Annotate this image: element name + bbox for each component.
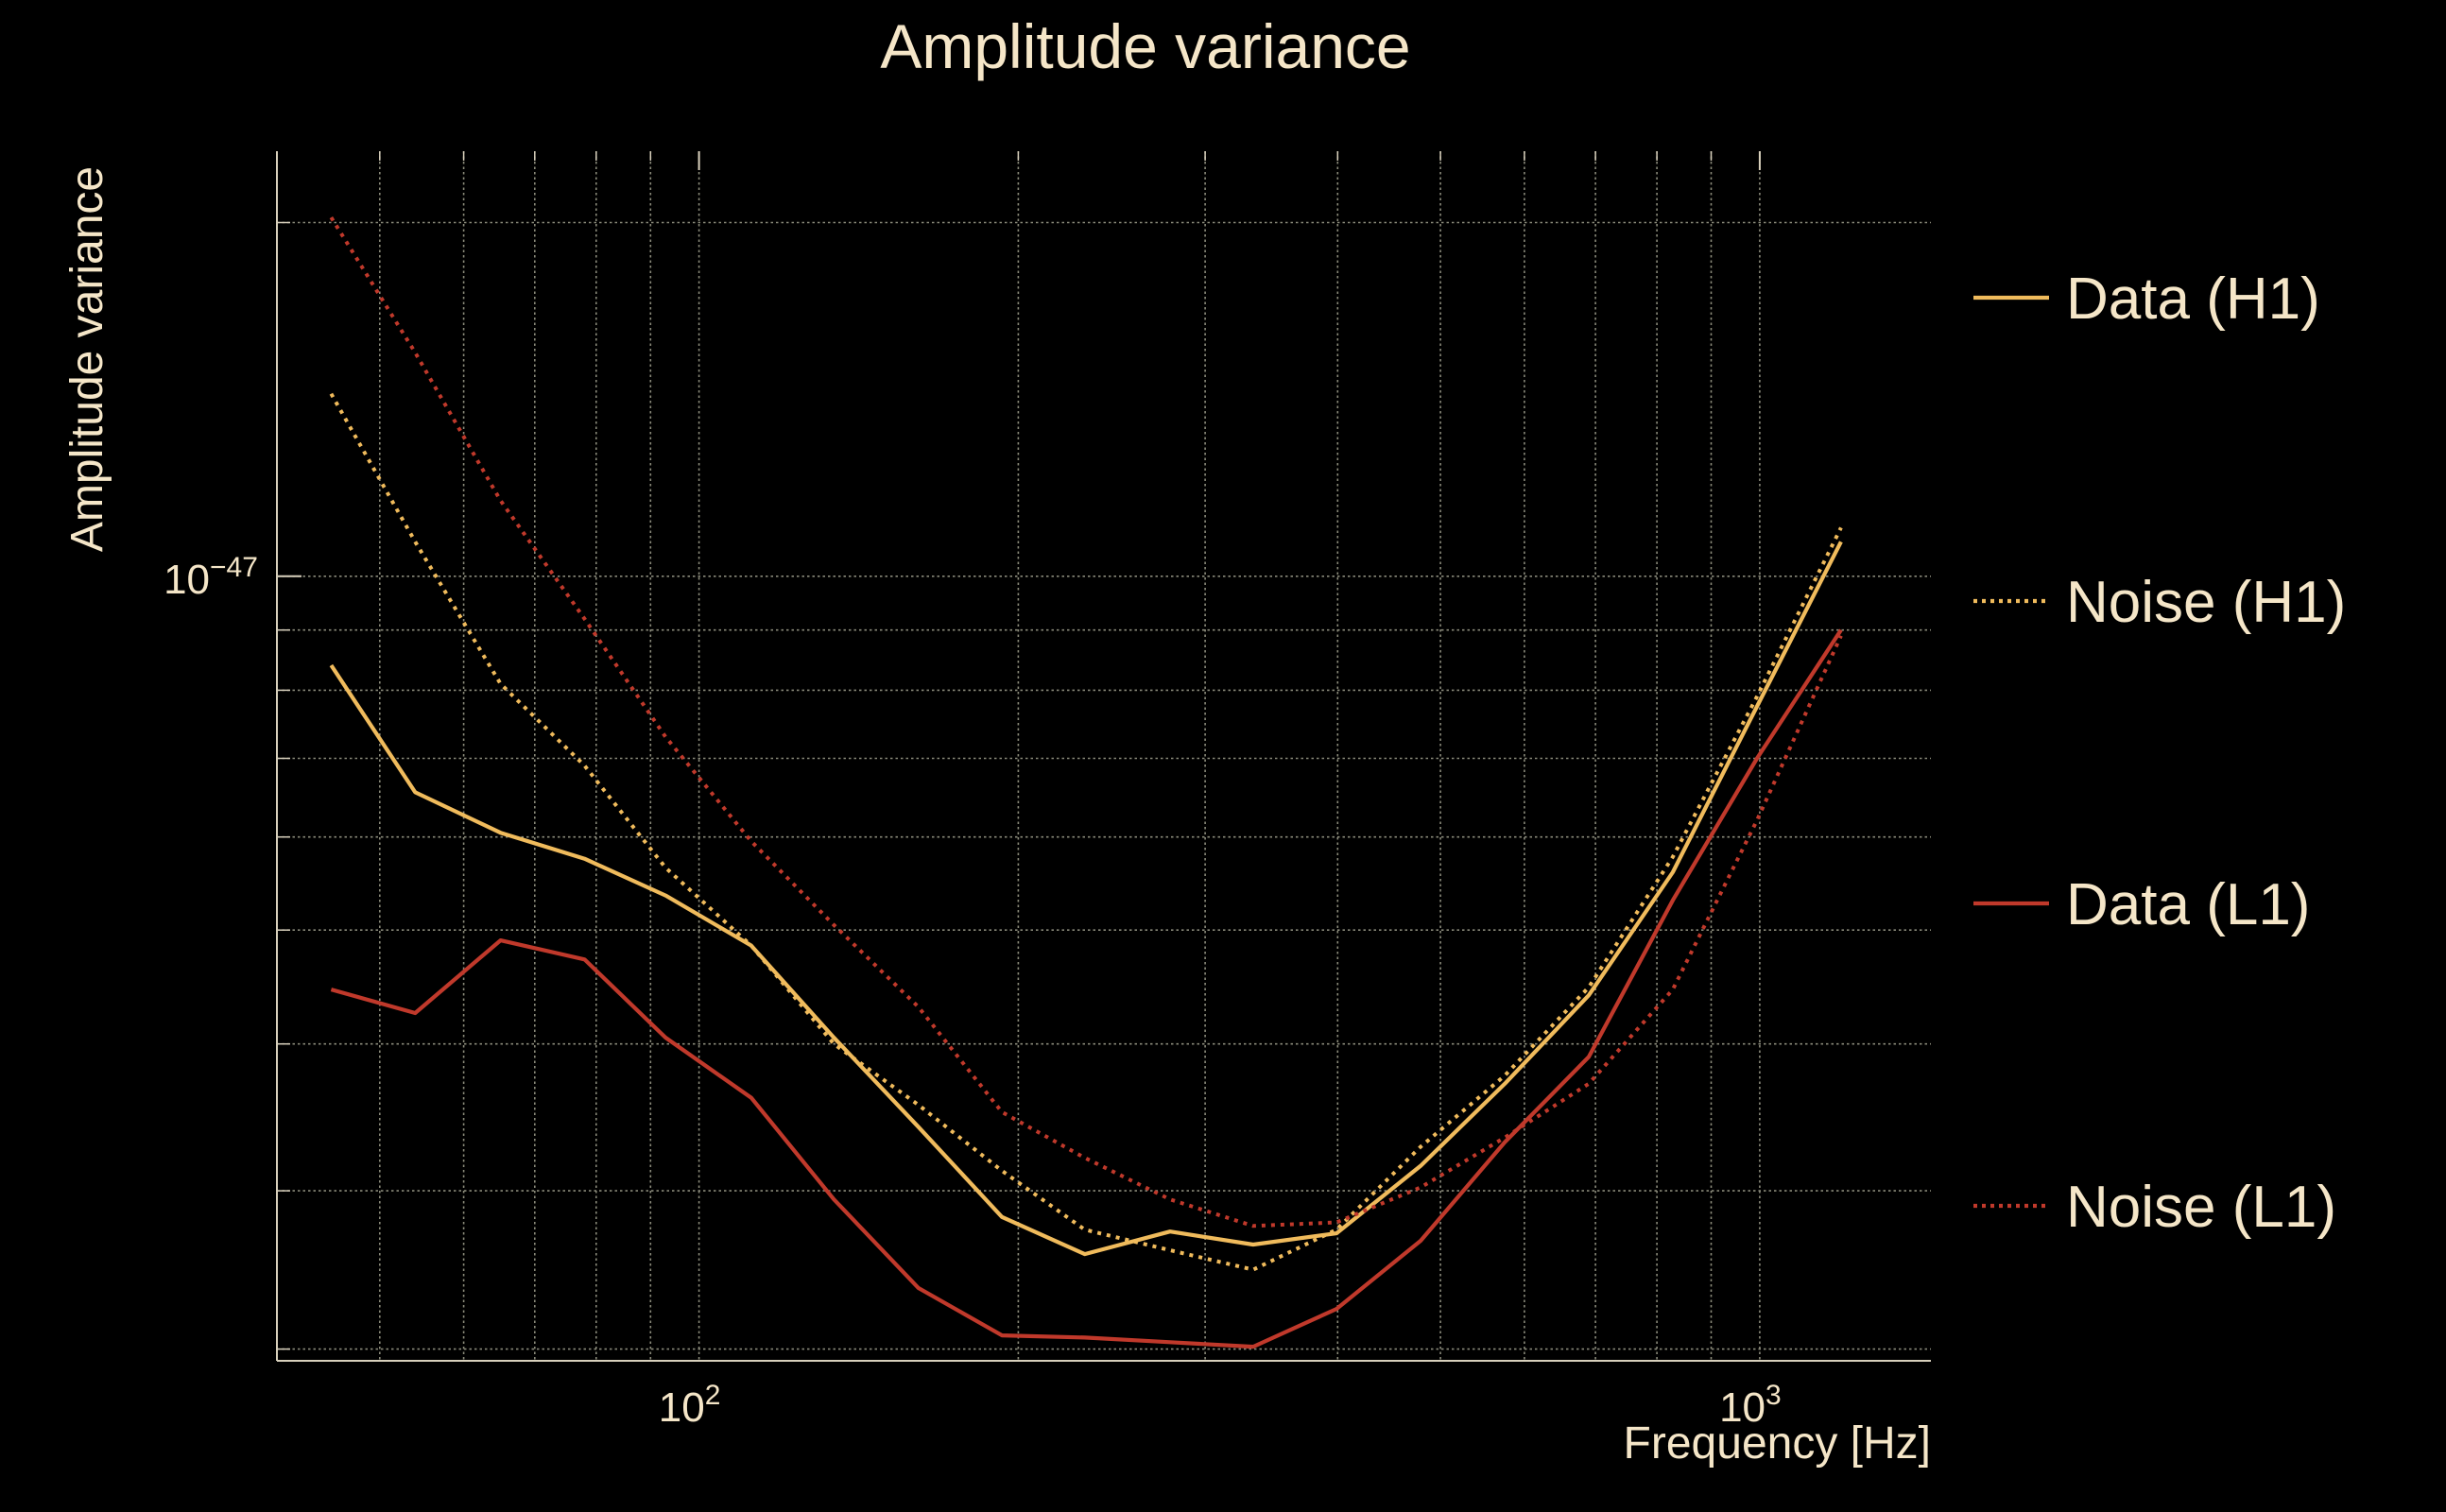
- y-axis-label: Amplitude variance: [62, 166, 112, 552]
- x-axis-label: Frequency [Hz]: [1624, 1418, 1931, 1469]
- grid-lines: [276, 151, 1931, 1361]
- axes: [276, 151, 1931, 1362]
- x-tick-label: 103: [1719, 1380, 1782, 1431]
- x-tick-label: 102: [659, 1380, 721, 1431]
- series-line-noise-h1: [329, 392, 1843, 1272]
- tick-labels: 102 103 10−47: [164, 552, 1782, 1431]
- y-tick-label: 10−47: [164, 552, 258, 603]
- legend-label: Noise (L1): [2066, 1175, 2336, 1240]
- legend-label: Data (L1): [2066, 872, 2310, 937]
- legend: Data (H1) Noise (H1) Data (L1) Noise (L1): [1973, 266, 2346, 1240]
- series-line-noise-l1: [329, 216, 1843, 1228]
- series-line-data-h1: [329, 541, 1843, 1257]
- legend-label: Data (H1): [2066, 266, 2320, 332]
- plot-series: [329, 216, 1843, 1349]
- chart-title: Amplitude variance: [880, 11, 1410, 81]
- series-line-data-l1: [330, 628, 1843, 1349]
- legend-label: Noise (H1): [2066, 570, 2346, 635]
